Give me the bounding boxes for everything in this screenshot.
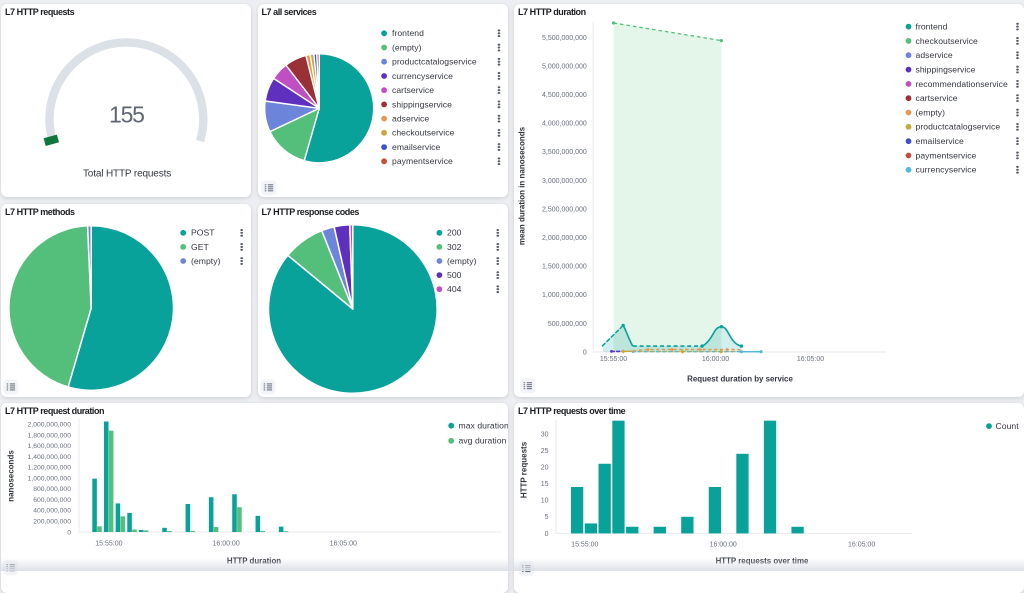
svg-text:(empty): (empty) <box>447 255 477 265</box>
svg-text:(empty): (empty) <box>392 42 422 52</box>
svg-text:1,500,000,000: 1,500,000,000 <box>542 264 587 271</box>
svg-text:16:05:00: 16:05:00 <box>848 542 875 549</box>
svg-text:20: 20 <box>541 465 549 472</box>
svg-text:paymentservice: paymentservice <box>916 150 977 160</box>
svg-text:nanoseconds: nanoseconds <box>7 450 16 502</box>
svg-text:shippingservice: shippingservice <box>916 65 976 75</box>
svg-text:cartservice: cartservice <box>916 93 958 103</box>
svg-text:adservice: adservice <box>392 114 429 124</box>
svg-text:Count: Count <box>996 421 1020 431</box>
svg-text:GET: GET <box>191 241 210 251</box>
svg-text:15: 15 <box>541 481 549 488</box>
svg-text:mean duration in nanoseconds: mean duration in nanoseconds <box>518 126 527 245</box>
svg-text:0: 0 <box>583 349 587 356</box>
svg-text:15:55:00: 15:55:00 <box>95 541 122 548</box>
svg-text:frontend: frontend <box>916 22 948 32</box>
svg-text:500,000,000: 500,000,000 <box>548 321 587 328</box>
svg-text:1,000,000,000: 1,000,000,000 <box>28 475 72 482</box>
svg-text:800,000,000: 800,000,000 <box>33 486 71 493</box>
svg-text:5: 5 <box>545 514 549 521</box>
svg-text:adservice: adservice <box>916 50 953 60</box>
svg-text:productcatalogservice: productcatalogservice <box>916 122 1001 132</box>
svg-text:1,800,000,000: 1,800,000,000 <box>28 432 72 439</box>
svg-text:checkoutservice: checkoutservice <box>916 36 979 46</box>
svg-text:POST: POST <box>191 227 215 237</box>
svg-text:10: 10 <box>541 498 549 505</box>
svg-text:frontend: frontend <box>392 28 424 38</box>
svg-text:1,200,000,000: 1,200,000,000 <box>28 465 72 472</box>
svg-text:Total HTTP requests: Total HTTP requests <box>83 169 171 180</box>
svg-text:500: 500 <box>447 270 462 280</box>
svg-text:1,600,000,000: 1,600,000,000 <box>28 443 72 450</box>
svg-text:checkoutservice: checkoutservice <box>392 128 455 138</box>
svg-text:productcatalogservice: productcatalogservice <box>392 57 477 67</box>
svg-text:1,000,000,000: 1,000,000,000 <box>542 292 587 299</box>
svg-text:2,500,000,000: 2,500,000,000 <box>542 206 587 213</box>
svg-text:16:00:00: 16:00:00 <box>212 541 239 548</box>
svg-text:30: 30 <box>541 431 549 438</box>
svg-text:0: 0 <box>545 531 549 538</box>
svg-text:25: 25 <box>541 448 549 455</box>
svg-text:16:00:00: 16:00:00 <box>710 542 737 549</box>
svg-text:currencyservice: currencyservice <box>916 165 977 175</box>
svg-text:(empty): (empty) <box>191 255 221 265</box>
svg-text:0: 0 <box>67 529 71 536</box>
svg-text:3,000,000,000: 3,000,000,000 <box>542 178 587 185</box>
svg-text:15:55:00: 15:55:00 <box>600 356 627 363</box>
svg-text:16:05:00: 16:05:00 <box>330 541 357 548</box>
svg-text:emailservice: emailservice <box>392 142 441 152</box>
svg-text:200: 200 <box>447 227 462 237</box>
svg-text:302: 302 <box>447 241 462 251</box>
svg-text:Request duration by service: Request duration by service <box>687 375 793 384</box>
svg-text:16:00:00: 16:00:00 <box>702 356 729 363</box>
svg-text:2,000,000,000: 2,000,000,000 <box>28 422 72 429</box>
svg-text:3,500,000,000: 3,500,000,000 <box>542 149 587 156</box>
svg-text:2,000,000,000: 2,000,000,000 <box>542 235 587 242</box>
svg-text:recommendationservice: recommendationservice <box>916 79 1008 89</box>
svg-text:1,400,000,000: 1,400,000,000 <box>28 454 72 461</box>
svg-text:cartservice: cartservice <box>392 85 434 95</box>
svg-text:max duration: max duration <box>459 421 508 431</box>
svg-text:15:55:00: 15:55:00 <box>571 542 598 549</box>
svg-text:HTTP requests over time: HTTP requests over time <box>716 557 809 566</box>
svg-text:(empty): (empty) <box>916 107 946 117</box>
svg-text:200,000,000: 200,000,000 <box>33 519 71 526</box>
svg-text:4,000,000,000: 4,000,000,000 <box>542 121 587 128</box>
svg-text:avg duration: avg duration <box>459 436 507 446</box>
svg-text:HTTP requests: HTTP requests <box>520 441 529 498</box>
svg-text:155: 155 <box>109 102 144 128</box>
svg-text:shippingservice: shippingservice <box>392 99 452 109</box>
svg-text:5,500,000,000: 5,500,000,000 <box>542 35 587 42</box>
svg-text:5,000,000,000: 5,000,000,000 <box>542 63 587 70</box>
svg-text:400,000,000: 400,000,000 <box>33 508 71 515</box>
svg-text:currencyservice: currencyservice <box>392 71 453 81</box>
svg-text:600,000,000: 600,000,000 <box>33 497 71 504</box>
svg-text:404: 404 <box>447 284 462 294</box>
svg-text:emailservice: emailservice <box>916 136 965 146</box>
svg-text:16:05:00: 16:05:00 <box>797 356 824 363</box>
svg-text:4,500,000,000: 4,500,000,000 <box>542 92 587 99</box>
svg-text:paymentservice: paymentservice <box>392 156 453 166</box>
svg-text:HTTP duration: HTTP duration <box>227 557 281 566</box>
